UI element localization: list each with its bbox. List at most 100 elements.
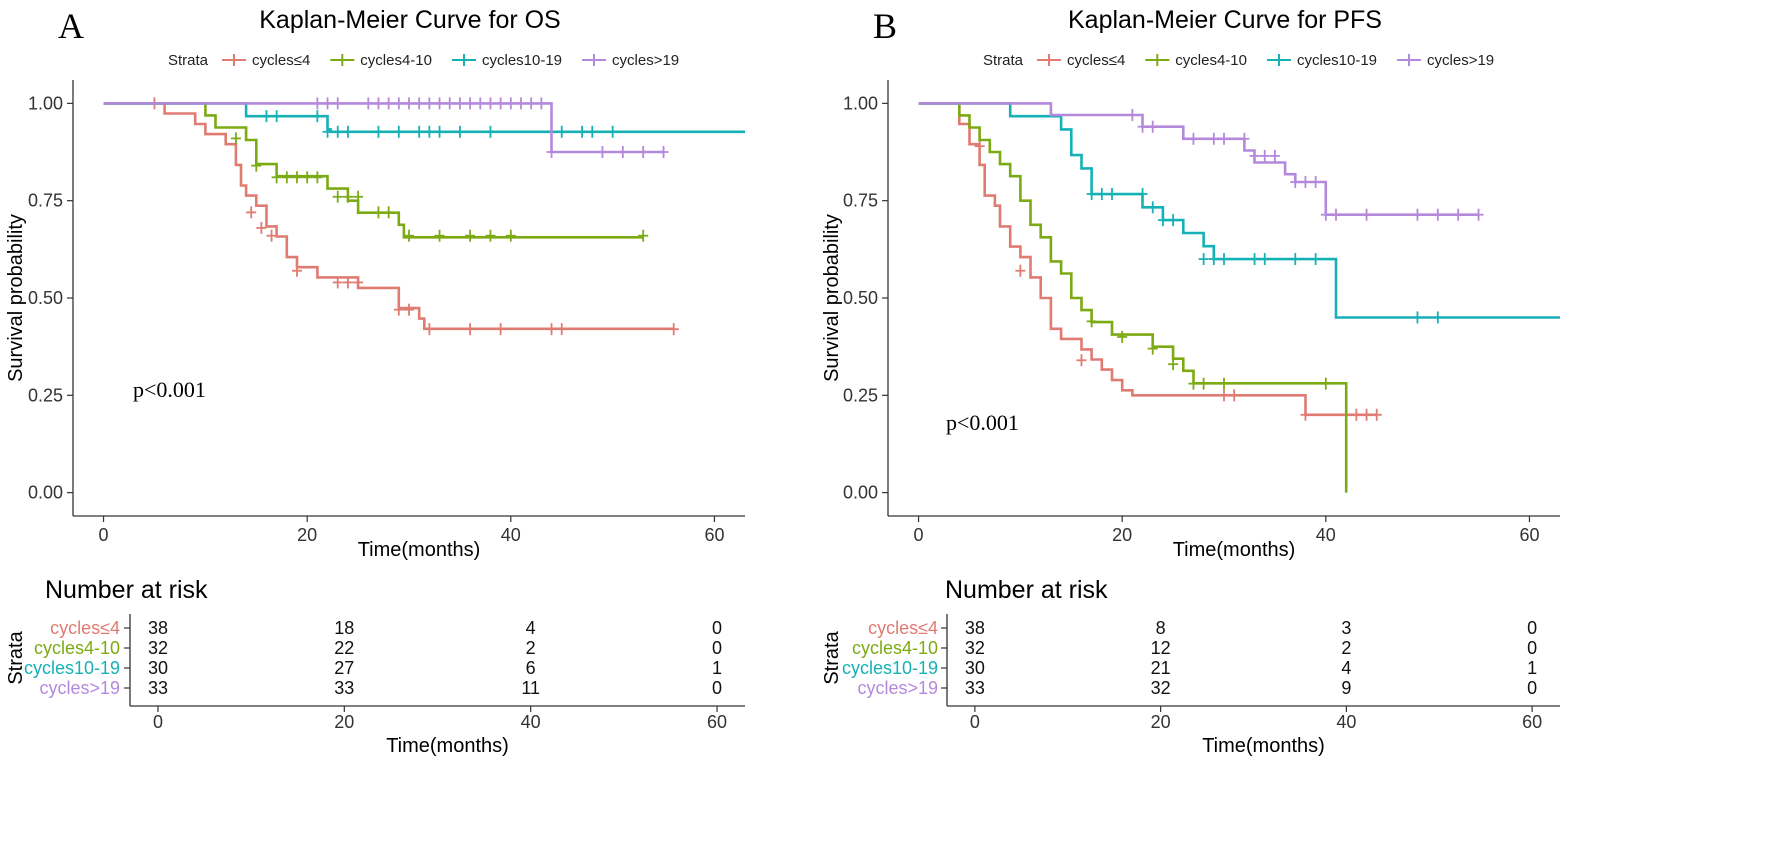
- survival-curve: [103, 102, 745, 134]
- risk-x-axis-title: Time(months): [386, 735, 509, 757]
- risk-table-title: Number at risk: [45, 576, 208, 604]
- risk-count: 22: [334, 638, 354, 658]
- censor-mark: [424, 97, 435, 110]
- risk-row: cycles>19 33 32 9 0: [857, 678, 1537, 698]
- legend-item: cycles≤4: [1037, 52, 1125, 69]
- risk-row-label: cycles>19: [857, 678, 938, 698]
- legend: Strata cycles≤4 cycles4-10 cycles10-19 cycle…: [168, 52, 679, 69]
- censor-mark: [353, 276, 364, 289]
- censor-mark: [1198, 377, 1209, 390]
- x-tick-label: 0: [914, 525, 924, 545]
- censor-mark: [1147, 201, 1158, 214]
- risk-count: 32: [965, 638, 985, 658]
- censor-mark: [607, 125, 618, 138]
- censor-mark: [668, 323, 679, 336]
- censor-mark: [556, 323, 567, 336]
- risk-x-tick-label: 20: [334, 712, 354, 732]
- censor-mark: [1453, 208, 1464, 221]
- survival-curve: [103, 102, 644, 239]
- censor-mark: [1127, 109, 1138, 122]
- risk-count: 33: [965, 678, 985, 698]
- censor-mark: [404, 229, 414, 242]
- censor-mark: [373, 125, 384, 138]
- censor-mark: [1249, 253, 1260, 266]
- censor-mark: [974, 140, 985, 153]
- censor-mark: [261, 110, 272, 123]
- y-tick-label: 0.25: [843, 385, 878, 405]
- x-tick-label: 40: [501, 525, 521, 545]
- x-axis-title: Time(months): [1173, 539, 1296, 561]
- censor-mark: [1412, 208, 1423, 221]
- risk-row: cycles≤4 38 18 4 0: [50, 618, 722, 638]
- censor-mark: [546, 146, 557, 159]
- censor-mark: [1076, 354, 1087, 367]
- censor-mark: [342, 276, 353, 289]
- x-tick-label: 40: [1316, 525, 1336, 545]
- censor-mark: [1320, 377, 1331, 390]
- censor-mark: [1259, 149, 1270, 162]
- legend-item: cycles>19: [582, 52, 679, 69]
- risk-count: 9: [1341, 678, 1351, 698]
- censor-mark: [1432, 311, 1443, 324]
- risk-count: 1: [712, 658, 722, 678]
- risk-row: cycles4-10 32 12 2 0: [852, 638, 1537, 658]
- censor-mark: [1188, 377, 1199, 390]
- censor-mark: [342, 125, 353, 138]
- y-tick-label: 1.00: [28, 93, 63, 113]
- survival-curve: [918, 102, 1348, 493]
- censor-mark: [332, 276, 343, 289]
- censor-mark: [485, 125, 496, 138]
- legend-item: cycles4-10: [1145, 52, 1247, 69]
- legend-item: cycles≤4: [222, 52, 310, 69]
- censor-mark: [1361, 408, 1372, 421]
- censor-mark: [1269, 149, 1280, 162]
- censor-mark: [414, 125, 425, 138]
- censor-mark: [1086, 188, 1097, 201]
- censor-mark: [342, 190, 353, 203]
- risk-count: 32: [1151, 678, 1171, 698]
- risk-row-label: cycles4-10: [34, 638, 120, 658]
- chart-title: Kaplan-Meier Curve for OS: [259, 6, 561, 34]
- risk-count: 38: [148, 618, 168, 638]
- censor-mark: [1219, 253, 1229, 266]
- risk-count: 3: [1341, 618, 1351, 638]
- p-value-annotation: p<0.001: [133, 377, 206, 402]
- series-1: [918, 102, 1348, 493]
- risk-count: 21: [1151, 658, 1171, 678]
- censor-mark: [444, 97, 455, 110]
- legend: Strata cycles≤4 cycles4-10 cycles10-19 cycle…: [983, 52, 1494, 69]
- censor-mark: [1473, 208, 1484, 221]
- censor-mark: [332, 190, 343, 203]
- p-value-annotation: p<0.001: [946, 410, 1019, 435]
- legend-label: cycles4-10: [1175, 52, 1247, 69]
- censor-mark: [617, 146, 628, 159]
- censor-mark: [1239, 132, 1250, 145]
- censor-mark: [292, 264, 302, 277]
- x-tick-label: 0: [99, 525, 109, 545]
- censor-mark: [1096, 188, 1107, 201]
- censor-mark: [526, 97, 537, 110]
- y-tick-label: 0.75: [843, 191, 878, 211]
- y-tick-label: 0.50: [28, 288, 63, 308]
- legend-label: cycles>19: [1427, 52, 1494, 69]
- censor-mark: [1198, 253, 1209, 266]
- y-tick-label: 0.00: [28, 483, 63, 503]
- risk-row: cycles10-19 30 27 6 1: [24, 658, 722, 678]
- risk-row: cycles10-19 30 21 4 1: [842, 658, 1537, 678]
- censor-mark: [434, 97, 445, 110]
- censor-mark: [638, 146, 649, 159]
- censor-mark: [1229, 389, 1240, 402]
- censor-mark: [271, 171, 282, 184]
- censor-mark: [230, 132, 241, 145]
- censor-mark: [597, 146, 608, 159]
- legend-label: cycles10-19: [482, 52, 562, 69]
- censor-mark: [1290, 253, 1301, 266]
- risk-count: 0: [712, 638, 722, 658]
- censor-mark: [1361, 208, 1372, 221]
- y-axis-title: Survival probability: [821, 214, 843, 382]
- risk-row: cycles4-10 32 22 2 0: [34, 638, 722, 658]
- censor-mark: [322, 125, 333, 138]
- legend-item: cycles>19: [1397, 52, 1494, 69]
- risk-count: 0: [712, 618, 722, 638]
- censor-mark: [516, 97, 526, 110]
